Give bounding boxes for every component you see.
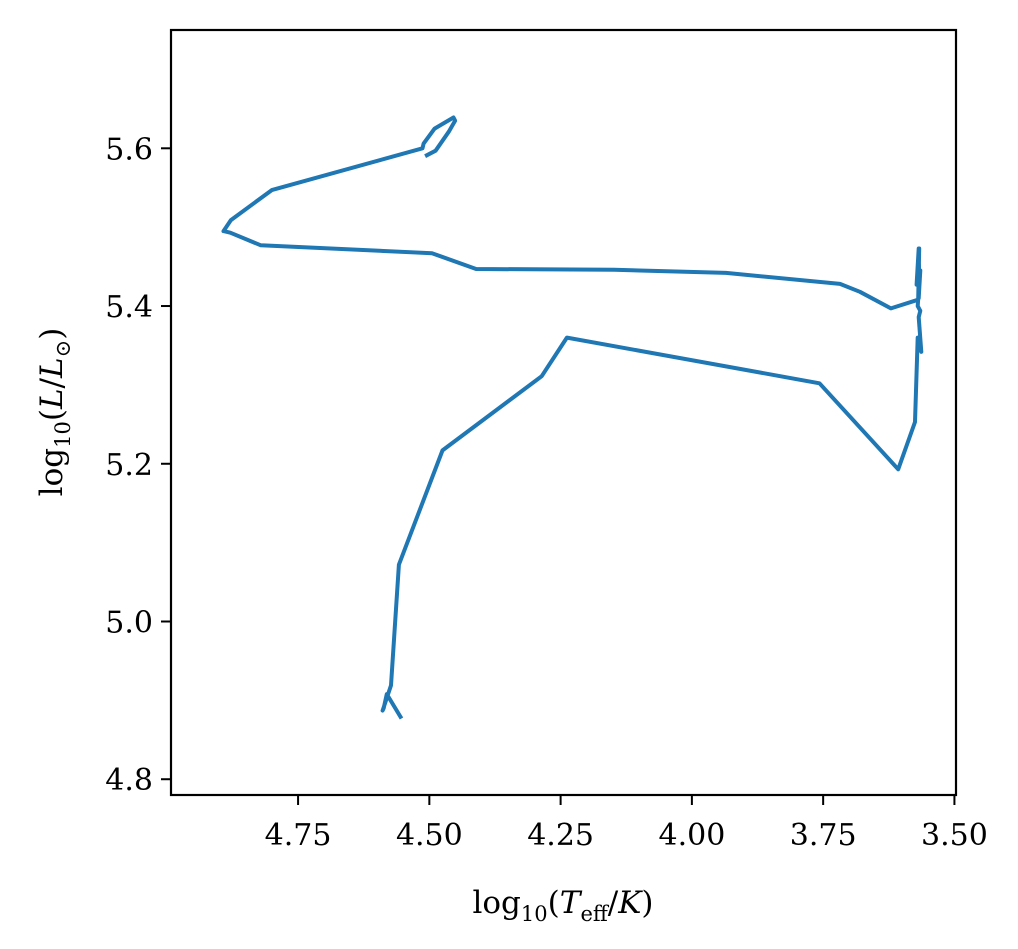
y-axis-label: log10(L/L⊙) [34, 328, 75, 497]
x-tick-label: 3.50 [921, 818, 988, 853]
series-layer [221, 115, 924, 720]
y-tick-label: 5.0 [105, 605, 153, 640]
x-label-open: ( [548, 885, 560, 921]
y-label-unit: L [34, 357, 70, 379]
x-label-var-sub: eff [580, 902, 609, 926]
x-label-close: ) [641, 885, 653, 921]
y-label-var: L [34, 388, 70, 410]
x-tick-label: 4.00 [658, 818, 725, 853]
plot-area [171, 30, 956, 795]
x-label-slash: / [608, 885, 619, 921]
x-label-prefix: log [472, 885, 520, 921]
x-axis-label: log10(Teff/K) [472, 885, 653, 926]
x-tick-label: 4.25 [527, 818, 594, 853]
y-label-open: ( [34, 409, 70, 421]
y-tick-label: 5.4 [105, 290, 153, 325]
x-tick-label: 3.75 [790, 818, 857, 853]
y-axis-ticks: 4.8 5.0 5.2 5.4 5.6 [105, 132, 171, 798]
y-tick-label: 4.8 [105, 763, 153, 798]
x-label-prefix-sub: 10 [521, 902, 548, 926]
y-tick-label: 5.2 [105, 448, 153, 483]
series-line-0 [221, 115, 924, 720]
y-tick-label: 5.6 [105, 132, 153, 167]
y-label-unit-sub: ⊙ [51, 340, 75, 358]
y-label-close: ) [34, 328, 70, 340]
x-axis-ticks: 4.75 4.50 4.25 4.00 3.75 3.50 [265, 795, 988, 853]
y-label-prefix-sub: 10 [51, 421, 75, 448]
x-tick-label: 4.75 [265, 818, 332, 853]
x-tick-label: 4.50 [396, 818, 463, 853]
y-label-slash: / [34, 377, 70, 388]
y-label-prefix: log [34, 448, 70, 496]
x-label-var: T [560, 885, 583, 921]
plot-frame [169, 28, 958, 797]
x-label-unit: K [617, 885, 643, 921]
